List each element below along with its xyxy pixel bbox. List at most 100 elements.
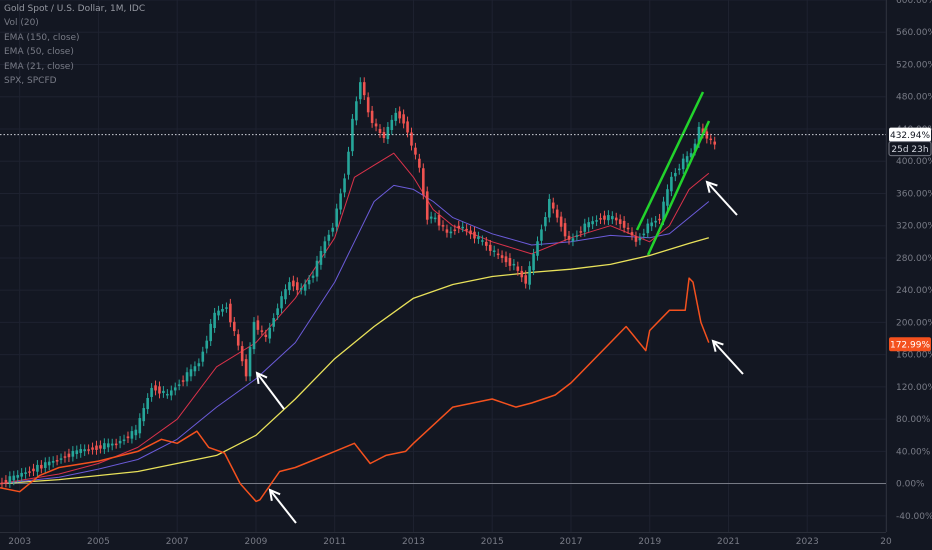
- candle-body: [571, 238, 575, 242]
- candle-body: [118, 440, 122, 444]
- candle-body: [473, 231, 476, 239]
- candle-body: [445, 229, 449, 233]
- candle-body: [181, 380, 185, 382]
- candle-body: [378, 128, 382, 133]
- candle-body: [150, 387, 153, 397]
- y-tick-label: 360.00%: [896, 189, 932, 199]
- candle-body: [512, 263, 516, 266]
- candle-body: [457, 225, 461, 229]
- channel-lower-line: [646, 120, 711, 256]
- candle-body: [193, 366, 197, 372]
- candle-body: [685, 156, 689, 163]
- candle-body: [122, 439, 126, 442]
- candle-body: [437, 215, 441, 226]
- candle-body: [240, 346, 244, 362]
- arrow-shaft: [256, 372, 285, 410]
- symbol-title: Gold Spot / U.S. Dollar, 1M, IDC: [4, 4, 146, 14]
- y-axis: 600.00%560.00%520.00%480.00%440.00%400.0…: [886, 0, 932, 550]
- candle-body: [217, 310, 220, 316]
- candle-body: [209, 323, 212, 342]
- channel-upper-line: [635, 91, 705, 231]
- candle-body: [63, 456, 67, 458]
- arrow-head: [268, 488, 281, 502]
- candle-body: [394, 112, 398, 121]
- price-badge: 432.94%: [889, 127, 931, 142]
- candle-body: [429, 216, 433, 219]
- candle-body: [693, 143, 697, 151]
- candle-body: [567, 235, 571, 240]
- candle-body: [666, 189, 669, 206]
- candle-body: [16, 475, 20, 478]
- candle-body: [425, 191, 429, 220]
- candle-body: [236, 334, 240, 346]
- candle-body: [268, 327, 272, 339]
- spx-badge: 172.99%: [889, 337, 931, 352]
- candle-body: [681, 158, 685, 170]
- candle-body: [477, 236, 480, 240]
- candle-body: [8, 476, 12, 483]
- candle-body: [654, 220, 657, 223]
- arrow-head: [255, 371, 268, 385]
- y-tick-label: 80.00%: [896, 415, 931, 425]
- arrow-icon: [705, 180, 738, 216]
- candle-body: [532, 253, 535, 271]
- candle-body: [406, 121, 409, 133]
- candle-body: [177, 384, 181, 386]
- candle-body: [441, 225, 445, 227]
- candle-body: [536, 241, 539, 256]
- candle-body: [59, 458, 63, 460]
- candle-body: [496, 253, 500, 256]
- y-tick-label: 600.00%: [896, 0, 932, 6]
- y-axis-background: [886, 0, 932, 550]
- candle-body: [607, 215, 610, 221]
- y-tick-label: 160.00%: [896, 351, 932, 361]
- candle-body: [303, 284, 307, 291]
- candle-body: [43, 462, 47, 468]
- candle-body: [71, 450, 75, 457]
- candle-body: [433, 217, 437, 220]
- badge-text: 432.94%: [890, 131, 930, 141]
- candle-body: [284, 289, 287, 300]
- candle-body: [481, 240, 484, 242]
- candle-body: [103, 443, 106, 450]
- candle-body: [99, 445, 102, 449]
- candle-body: [689, 153, 693, 158]
- y-tick-label: 320.00%: [896, 222, 932, 232]
- badge-box: [889, 337, 931, 352]
- candle-body: [382, 131, 386, 139]
- candle-body: [335, 208, 338, 227]
- candle-body: [528, 266, 531, 285]
- candle-body: [559, 216, 563, 227]
- candle-body: [677, 168, 681, 171]
- candle-body: [674, 172, 677, 177]
- candle-body: [540, 229, 543, 241]
- candle-body: [465, 228, 468, 231]
- candle-body: [544, 217, 547, 227]
- candle-body: [398, 111, 401, 119]
- candle-body: [106, 443, 110, 448]
- candle-body: [524, 275, 527, 284]
- candle-body: [701, 128, 705, 134]
- x-tick-label: 2011: [323, 537, 346, 547]
- candle-body: [280, 296, 283, 309]
- candle-body: [418, 158, 421, 168]
- candle-body: [410, 132, 413, 146]
- candle-body: [709, 138, 713, 141]
- legend-ema50: EMA (50, close): [4, 47, 74, 58]
- x-axis-background: [0, 532, 932, 550]
- candle-body: [299, 288, 303, 290]
- ema150-line: [0, 237, 709, 485]
- candle-body: [134, 429, 138, 436]
- badge-box: [889, 127, 931, 142]
- candle-body: [138, 418, 142, 434]
- candle-body: [579, 231, 583, 233]
- candle-body: [492, 250, 496, 253]
- candle-body: [79, 449, 83, 453]
- candle-body: [508, 258, 512, 266]
- candle-body: [323, 241, 327, 254]
- y-tick-label: 40.00%: [896, 447, 931, 457]
- candle-body: [260, 330, 264, 332]
- candle-body: [307, 279, 311, 285]
